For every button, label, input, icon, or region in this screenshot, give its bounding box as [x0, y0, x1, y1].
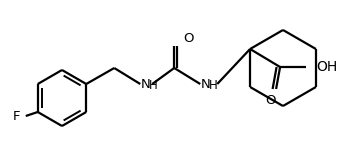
Text: N: N [200, 77, 210, 91]
Text: N: N [140, 77, 150, 91]
Text: OH: OH [316, 60, 337, 74]
Text: O: O [183, 32, 194, 45]
Text: H: H [149, 78, 158, 92]
Text: F: F [12, 110, 20, 123]
Text: H: H [209, 78, 218, 92]
Text: O: O [265, 94, 275, 107]
